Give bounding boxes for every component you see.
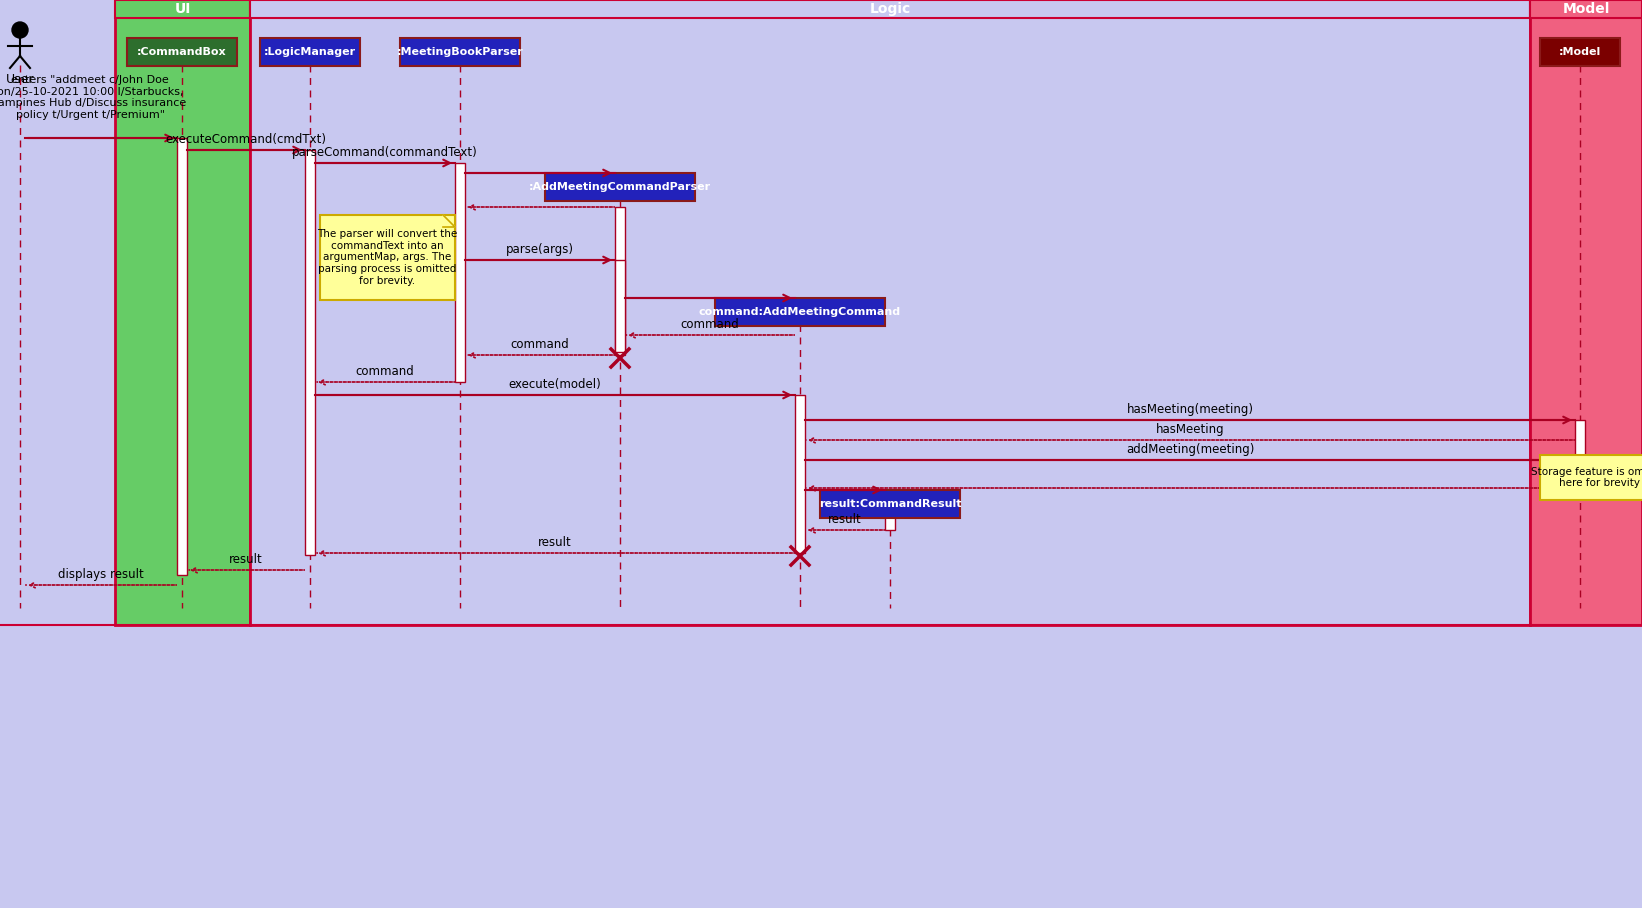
Bar — [616, 260, 626, 352]
Text: executeCommand(cmdTxt): executeCommand(cmdTxt) — [166, 133, 327, 146]
Circle shape — [11, 22, 28, 38]
Bar — [1575, 420, 1585, 488]
Text: :MeetingBookParser: :MeetingBookParser — [397, 47, 524, 57]
Bar — [885, 490, 895, 530]
Text: command: command — [511, 338, 570, 351]
Text: command: command — [356, 365, 414, 378]
Bar — [259, 38, 360, 66]
Text: command: command — [681, 318, 739, 331]
Bar — [819, 490, 961, 518]
Text: addMeeting(meeting): addMeeting(meeting) — [1126, 443, 1254, 456]
Text: command:AddMeetingCommand: command:AddMeetingCommand — [699, 307, 901, 317]
Bar — [250, 0, 1530, 18]
Text: result: result — [539, 536, 571, 549]
Text: The parser will convert the
commandText into an
argumentMap, args. The
parsing p: The parser will convert the commandText … — [317, 230, 458, 286]
Text: result: result — [828, 513, 862, 526]
Text: UI: UI — [174, 2, 190, 16]
Bar — [545, 173, 695, 201]
Text: :LogicManager: :LogicManager — [264, 47, 356, 57]
Text: enters "addmeet c/John Doe
on/25-10-2021 10:00 l/Starbucks,
Tampines Hub d/Discu: enters "addmeet c/John Doe on/25-10-2021… — [0, 75, 187, 120]
Bar — [250, 0, 1530, 625]
Text: :CommandBox: :CommandBox — [138, 47, 227, 57]
Bar — [714, 298, 885, 326]
Text: parse(args): parse(args) — [506, 243, 575, 256]
Text: Logic: Logic — [869, 2, 911, 16]
Text: displays result: displays result — [57, 568, 144, 581]
Text: result: result — [230, 553, 263, 566]
Bar — [115, 0, 250, 625]
Bar — [1530, 0, 1642, 625]
Text: execute(model): execute(model) — [509, 378, 601, 391]
Bar — [115, 0, 250, 18]
Bar — [126, 38, 236, 66]
Bar — [795, 395, 805, 553]
Text: Model: Model — [1562, 2, 1609, 16]
Text: User: User — [7, 73, 34, 86]
Bar — [455, 163, 465, 382]
Polygon shape — [443, 215, 455, 227]
Text: result:CommandResult: result:CommandResult — [819, 499, 961, 509]
Text: :AddMeetingCommandParser: :AddMeetingCommandParser — [529, 182, 711, 192]
Bar — [305, 150, 315, 555]
Text: hasMeeting: hasMeeting — [1156, 423, 1225, 436]
Bar — [1540, 38, 1621, 66]
Text: hasMeeting(meeting): hasMeeting(meeting) — [1126, 403, 1253, 416]
Bar — [616, 207, 626, 355]
Bar — [177, 138, 187, 575]
Text: :Model: :Model — [1558, 47, 1601, 57]
Bar — [1540, 455, 1642, 500]
Bar — [1530, 0, 1642, 18]
Bar — [401, 38, 521, 66]
Bar — [320, 215, 455, 300]
Text: parseCommand(commandText): parseCommand(commandText) — [292, 146, 478, 159]
Text: Storage feature is omitted
here for brevity: Storage feature is omitted here for brev… — [1532, 467, 1642, 489]
